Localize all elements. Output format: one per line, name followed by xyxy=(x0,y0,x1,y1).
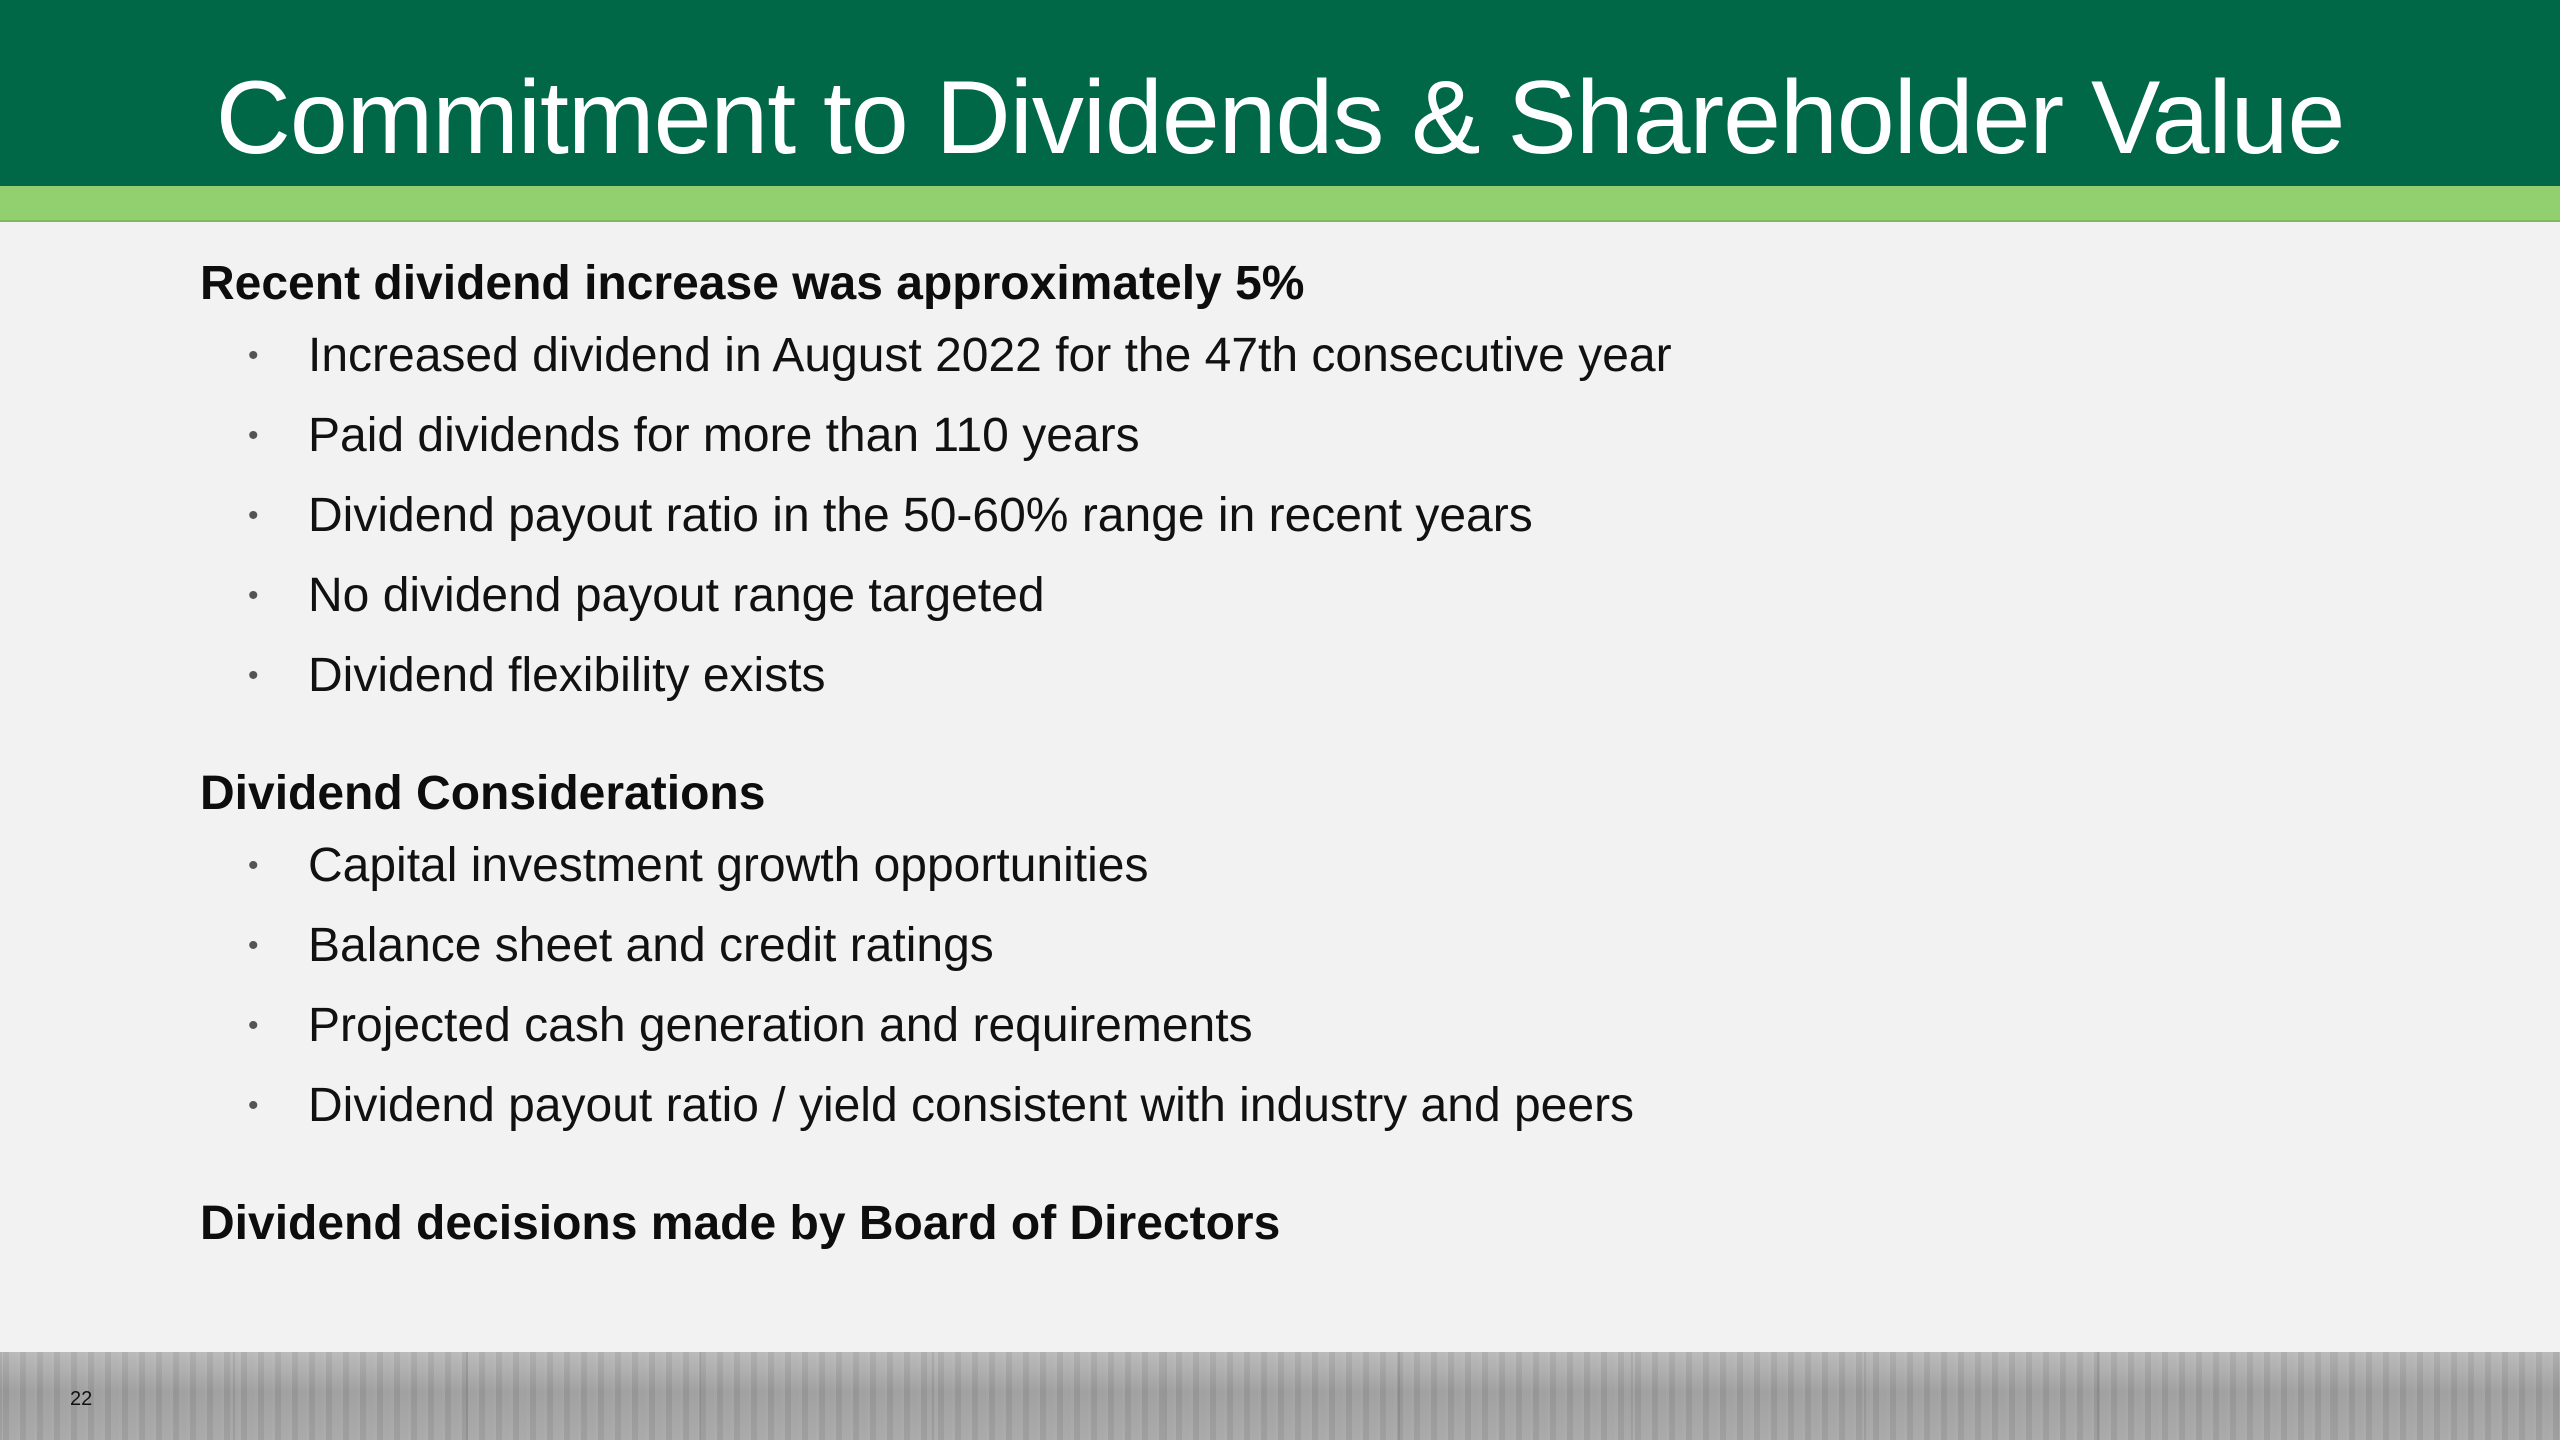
bullet-icon: • xyxy=(248,849,259,882)
footer-concrete-band xyxy=(0,1352,2560,1440)
list-item: • Paid dividends for more than 110 years xyxy=(200,396,2400,476)
title-bar xyxy=(0,0,2560,186)
section-spacer xyxy=(200,1146,2400,1192)
list-item-text: Dividend flexibility exists xyxy=(308,649,826,702)
section-heading-board-decisions: Dividend decisions made by Board of Dire… xyxy=(200,1197,1281,1250)
list-item: • Dividend payout ratio in the 50-60% ran… xyxy=(200,476,2400,556)
list-item: • Balance sheet and credit ratings xyxy=(200,906,2400,986)
section-spacer xyxy=(200,716,2400,762)
bullet-icon: • xyxy=(248,579,259,612)
page-number: 22 xyxy=(70,1388,93,1410)
bullet-icon: • xyxy=(248,339,259,372)
slide-body: Recent dividend increase was approximate… xyxy=(200,252,2400,1256)
list-item-text: Projected cash generation and requiremen… xyxy=(308,999,1253,1052)
section-heading-dividend-considerations: Dividend Considerations xyxy=(200,767,766,820)
list-item: • Dividend flexibility exists xyxy=(200,636,2400,716)
list-item-text: Paid dividends for more than 110 years xyxy=(308,409,1140,462)
accent-bar xyxy=(0,186,2560,222)
bullet-icon: • xyxy=(248,499,259,532)
list-item: • Projected cash generation and requireme… xyxy=(200,986,2400,1066)
bullet-icon: • xyxy=(248,1009,259,1042)
list-item-text: Capital investment growth opportunities xyxy=(308,839,1149,892)
list-item-text: Dividend payout ratio / yield consistent… xyxy=(308,1079,1635,1132)
bullet-icon: • xyxy=(248,929,259,962)
list-item-text: Balance sheet and credit ratings xyxy=(308,919,994,972)
bullet-icon: • xyxy=(248,419,259,452)
bullet-list-dividend-increase: • Increased dividend in August 2022 for t… xyxy=(200,316,2400,716)
bullet-icon: • xyxy=(248,659,259,692)
list-item-text: No dividend payout range targeted xyxy=(308,569,1045,622)
section-heading-dividend-increase: Recent dividend increase was approximate… xyxy=(200,257,1305,310)
list-item: • Capital investment growth opportunities xyxy=(200,826,2400,906)
list-item: • Dividend payout ratio / yield consisten… xyxy=(200,1066,2400,1146)
slide-title: Commitment to Dividends & Shareholder Va… xyxy=(215,60,2346,176)
list-item: • No dividend payout range targeted xyxy=(200,556,2400,636)
list-item: • Increased dividend in August 2022 for t… xyxy=(200,316,2400,396)
list-item-text: Dividend payout ratio in the 50-60% rang… xyxy=(308,489,1533,542)
bullet-icon: • xyxy=(248,1089,259,1122)
list-item-text: Increased dividend in August 2022 for th… xyxy=(308,329,1672,382)
bullet-list-dividend-considerations: • Capital investment growth opportunities… xyxy=(200,826,2400,1146)
